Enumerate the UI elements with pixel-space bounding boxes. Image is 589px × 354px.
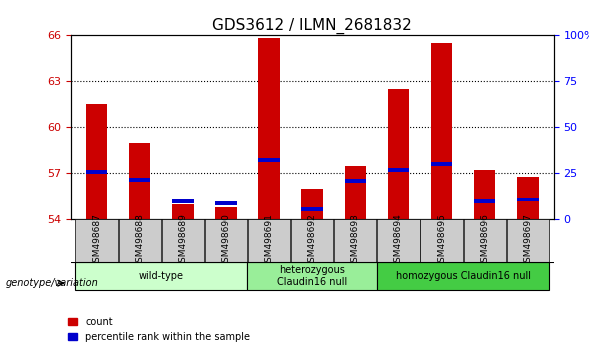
FancyBboxPatch shape (248, 219, 290, 262)
FancyBboxPatch shape (507, 219, 549, 262)
Bar (86, 104, 107, 219)
Bar (474, 199, 495, 203)
FancyBboxPatch shape (75, 262, 247, 290)
FancyBboxPatch shape (334, 219, 376, 262)
Text: GSM498688: GSM498688 (135, 213, 144, 268)
Text: GSM498687: GSM498687 (92, 213, 101, 268)
Bar (302, 189, 323, 219)
Bar (388, 89, 409, 219)
Text: heterozygous
Claudin16 null: heterozygous Claudin16 null (277, 265, 348, 287)
Text: GSM498696: GSM498696 (480, 213, 489, 268)
Bar (86, 170, 107, 174)
Bar (474, 170, 495, 219)
Title: GDS3612 / ILMN_2681832: GDS3612 / ILMN_2681832 (212, 18, 412, 34)
Text: GSM498695: GSM498695 (437, 213, 446, 268)
Text: GSM498693: GSM498693 (351, 213, 360, 268)
Text: GSM498694: GSM498694 (394, 213, 403, 268)
Text: wild-type: wild-type (139, 271, 184, 281)
Text: GSM498689: GSM498689 (178, 213, 187, 268)
FancyBboxPatch shape (377, 262, 550, 290)
Text: GSM498692: GSM498692 (307, 213, 317, 268)
Bar (215, 201, 237, 205)
Bar (215, 207, 237, 219)
Bar (129, 178, 150, 182)
Bar (517, 198, 538, 201)
Text: genotype/variation: genotype/variation (6, 278, 98, 288)
FancyBboxPatch shape (421, 219, 463, 262)
Bar (517, 177, 538, 219)
FancyBboxPatch shape (378, 219, 419, 262)
Text: homozygous Claudin16 null: homozygous Claudin16 null (396, 271, 531, 281)
FancyBboxPatch shape (161, 219, 204, 262)
Legend: count, percentile rank within the sample: count, percentile rank within the sample (64, 313, 254, 346)
FancyBboxPatch shape (247, 262, 377, 290)
Bar (172, 199, 194, 203)
Bar (258, 39, 280, 219)
Text: GSM498691: GSM498691 (264, 213, 273, 268)
Bar (431, 162, 452, 166)
Bar (258, 158, 280, 161)
Bar (345, 166, 366, 219)
FancyBboxPatch shape (464, 219, 506, 262)
FancyBboxPatch shape (291, 219, 333, 262)
Text: GSM498690: GSM498690 (221, 213, 230, 268)
FancyBboxPatch shape (75, 219, 118, 262)
Bar (172, 204, 194, 219)
FancyBboxPatch shape (118, 219, 161, 262)
Bar (345, 179, 366, 183)
FancyBboxPatch shape (205, 219, 247, 262)
Bar (129, 143, 150, 219)
Bar (431, 43, 452, 219)
Bar (388, 169, 409, 172)
Text: GSM498697: GSM498697 (523, 213, 532, 268)
Bar (302, 207, 323, 211)
